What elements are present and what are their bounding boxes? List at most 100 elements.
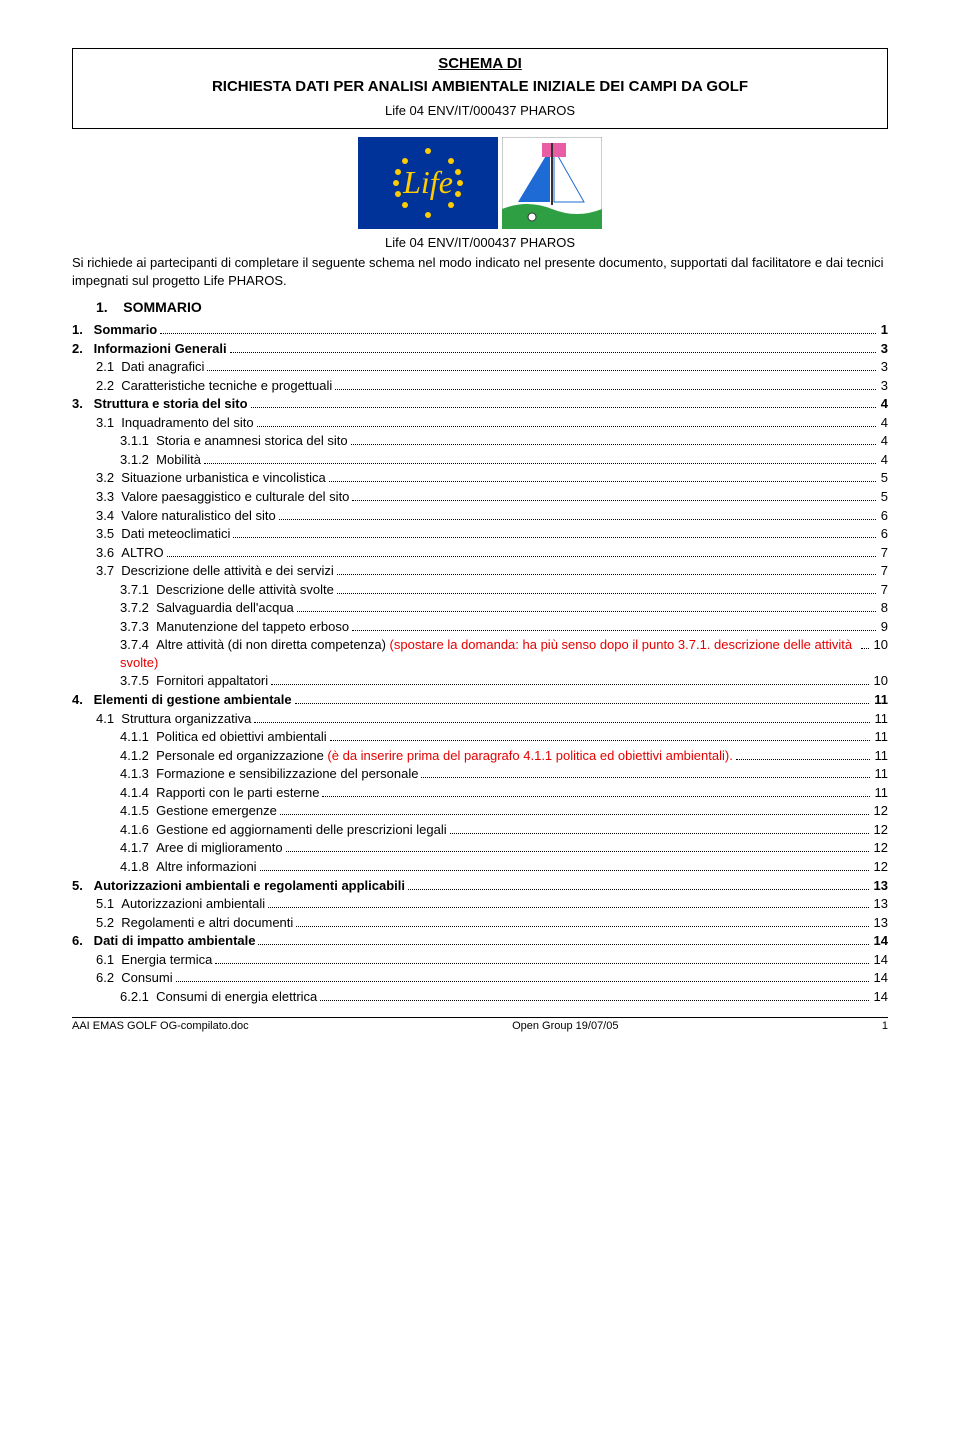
toc-page: 3 — [879, 358, 888, 376]
toc-row: 3.7.2 Salvaguardia dell'acqua8 — [72, 599, 888, 617]
toc-label: 3.7.1 Descrizione delle attività svolte — [120, 581, 334, 599]
toc-page: 14 — [872, 988, 888, 1006]
toc-leader — [296, 914, 868, 927]
toc-leader — [295, 691, 870, 704]
toc-row: 4.1.2 Personale ed organizzazione (è da … — [72, 747, 888, 765]
header-top: SCHEMA DI — [83, 55, 877, 72]
toc-label: 6.2.1 Consumi di energia elettrica — [120, 988, 317, 1006]
toc-leader — [233, 525, 875, 538]
toc-label: 3.1 Inquadramento del sito — [96, 414, 254, 432]
footer-right: 1 — [882, 1020, 888, 1032]
toc-label: 6.2 Consumi — [96, 969, 173, 987]
toc-page: 12 — [872, 858, 888, 876]
toc-page: 7 — [879, 581, 888, 599]
toc-leader — [254, 710, 869, 723]
toc-page: 12 — [872, 821, 888, 839]
toc-row: 3.1.1 Storia e anamnesi storica del sito… — [72, 432, 888, 450]
toc-leader — [861, 637, 869, 650]
toc-leader — [204, 451, 876, 464]
toc-leader — [271, 673, 868, 686]
toc-label: 3.7.5 Fornitori appaltatori — [120, 672, 268, 690]
toc-page: 10 — [872, 672, 888, 690]
table-of-contents: 1. Sommario12. Informazioni Generali32.1… — [72, 321, 888, 1005]
toc-row: 4.1.8 Altre informazioni12 — [72, 858, 888, 876]
toc-leader — [260, 858, 869, 871]
toc-leader — [421, 766, 869, 779]
toc-page: 4 — [879, 414, 888, 432]
footer-left: AAI EMAS GOLF OG-compilato.doc — [72, 1020, 249, 1032]
toc-leader — [352, 488, 875, 501]
header-box: SCHEMA DI RICHIESTA DATI PER ANALISI AMB… — [72, 48, 888, 129]
header-main: RICHIESTA DATI PER ANALISI AMBIENTALE IN… — [83, 78, 877, 95]
toc-page: 11 — [873, 747, 889, 765]
toc-label: 3.7.3 Manutenzione del tappeto erboso — [120, 618, 349, 636]
toc-page: 13 — [872, 914, 888, 932]
toc-row: 4.1.7 Aree di miglioramento12 — [72, 839, 888, 857]
page: SCHEMA DI RICHIESTA DATI PER ANALISI AMB… — [0, 0, 960, 1056]
footer: AAI EMAS GOLF OG-compilato.doc Open Grou… — [72, 1017, 888, 1032]
toc-leader — [230, 340, 876, 353]
toc-label: 6.1 Energia termica — [96, 951, 212, 969]
toc-label: 1. Sommario — [72, 321, 157, 339]
section-heading: 1. SOMMARIO — [96, 299, 888, 315]
toc-leader — [258, 932, 868, 945]
toc-page: 13 — [872, 877, 888, 895]
toc-page: 11 — [873, 728, 889, 746]
toc-label: 4.1 Struttura organizzativa — [96, 710, 251, 728]
toc-row: 3. Struttura e storia del sito4 — [72, 395, 888, 413]
toc-leader — [450, 821, 869, 834]
toc-label: 3.7.2 Salvaguardia dell'acqua — [120, 599, 294, 617]
toc-page: 5 — [879, 469, 888, 487]
toc-label-note: (spostare la domanda: ha più senso dopo … — [120, 637, 852, 670]
toc-page: 5 — [879, 488, 888, 506]
toc-page: 1 — [879, 321, 888, 339]
toc-label: 3.5 Dati meteoclimatici — [96, 525, 230, 543]
toc-row: 3.3 Valore paesaggistico e culturale del… — [72, 488, 888, 506]
section-title: SOMMARIO — [123, 299, 202, 315]
toc-leader — [736, 747, 870, 760]
toc-leader — [330, 728, 870, 741]
toc-label: 4. Elementi di gestione ambientale — [72, 691, 292, 709]
toc-label: 3.7 Descrizione delle attività e dei ser… — [96, 562, 334, 580]
toc-row: 3.5 Dati meteoclimatici6 — [72, 525, 888, 543]
toc-row: 3.7 Descrizione delle attività e dei ser… — [72, 562, 888, 580]
toc-leader — [335, 377, 875, 390]
toc-page: 11 — [873, 765, 889, 783]
pharos-logo-icon — [502, 137, 602, 229]
toc-row: 4.1.5 Gestione emergenze 12 — [72, 802, 888, 820]
toc-label: 3.6 ALTRO — [96, 544, 164, 562]
toc-row: 3.6 ALTRO7 — [72, 544, 888, 562]
toc-label: 4.1.2 Personale ed organizzazione (è da … — [120, 747, 733, 765]
toc-row: 1. Sommario 1 — [72, 321, 888, 339]
toc-label: 4.1.5 Gestione emergenze — [120, 802, 277, 820]
toc-page: 6 — [879, 507, 888, 525]
toc-label: 4.1.1 Politica ed obiettivi ambientali — [120, 728, 327, 746]
toc-page: 14 — [872, 951, 888, 969]
toc-leader — [167, 544, 876, 557]
toc-row: 3.7.5 Fornitori appaltatori 10 — [72, 672, 888, 690]
eu-life-logo-icon: Life — [358, 137, 498, 229]
toc-leader — [176, 970, 869, 983]
toc-leader — [279, 507, 876, 520]
toc-page: 9 — [879, 618, 888, 636]
toc-label: 3.4 Valore naturalistico del sito — [96, 507, 276, 525]
toc-row: 3.4 Valore naturalistico del sito 6 — [72, 507, 888, 525]
toc-label: 5.1 Autorizzazioni ambientali — [96, 895, 265, 913]
toc-row: 2.1 Dati anagrafici3 — [72, 358, 888, 376]
logos: Life — [72, 137, 888, 229]
footer-center: Open Group 19/07/05 — [512, 1020, 618, 1032]
toc-leader — [280, 803, 869, 816]
toc-label: 6. Dati di impatto ambientale — [72, 932, 255, 950]
toc-leader — [257, 414, 876, 427]
toc-label: 3. Struttura e storia del sito — [72, 395, 248, 413]
logos-caption: Life 04 ENV/IT/000437 PHAROS — [72, 235, 888, 250]
svg-text:Life: Life — [402, 164, 453, 200]
toc-label: 5. Autorizzazioni ambientali e regolamen… — [72, 877, 405, 895]
toc-leader — [297, 600, 876, 613]
toc-leader — [322, 784, 869, 797]
toc-page: 13 — [872, 895, 888, 913]
toc-page: 14 — [872, 932, 888, 950]
toc-label: 2.2 Caratteristiche tecniche e progettua… — [96, 377, 332, 395]
toc-row: 4.1.6 Gestione ed aggiornamenti delle pr… — [72, 821, 888, 839]
toc-page: 12 — [872, 802, 888, 820]
